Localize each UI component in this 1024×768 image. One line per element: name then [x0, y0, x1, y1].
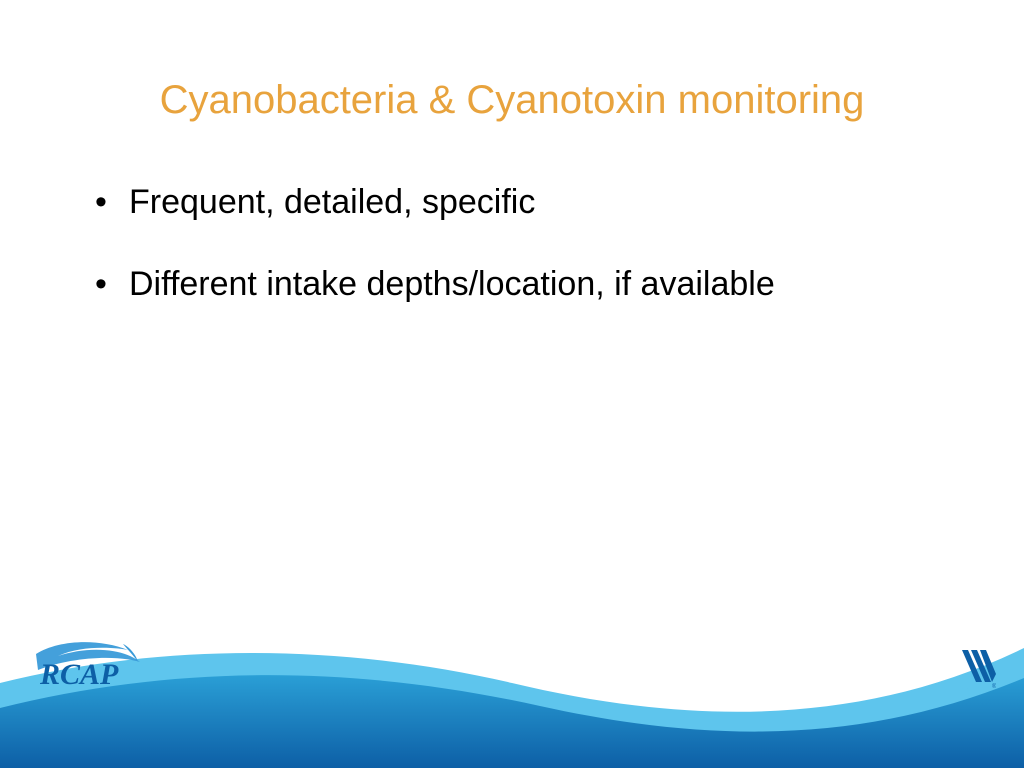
slide: Cyanobacteria & Cyanotoxin monitoring Fr…	[0, 0, 1024, 768]
svg-text:®: ®	[992, 683, 996, 690]
svg-text:RCAP: RCAP	[39, 658, 119, 691]
content-area: Frequent, detailed, specific Different i…	[95, 180, 944, 344]
bullet-item: Frequent, detailed, specific	[95, 180, 944, 224]
slide-title: Cyanobacteria & Cyanotoxin monitoring	[0, 78, 1024, 123]
wave-decoration	[0, 588, 1024, 768]
rcap-logo: RCAP	[28, 636, 148, 696]
water-logo-icon: ®	[956, 646, 996, 690]
bullet-item: Different intake depths/location, if ava…	[95, 262, 944, 306]
bullet-list: Frequent, detailed, specific Different i…	[95, 180, 944, 306]
